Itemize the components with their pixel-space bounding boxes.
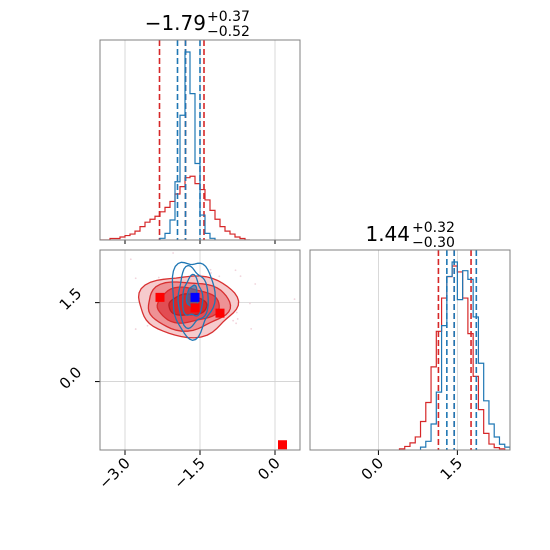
sample-point — [209, 268, 212, 271]
sample-point — [234, 269, 237, 272]
blue-marker — [190, 292, 200, 302]
y-tick-label: 1.5 — [56, 284, 86, 314]
sample-point — [134, 277, 137, 280]
y-title-value: 1.44 — [365, 222, 410, 246]
x-tick-label: 0.0 — [358, 454, 388, 484]
y-tick-label: 0.0 — [56, 363, 86, 393]
y-title-lower: −0.30 — [412, 235, 455, 251]
sample-point — [236, 318, 239, 320]
y-param-title: 1.44 +0.32 −0.30 — [365, 220, 454, 251]
y-title-upper: +0.32 — [412, 220, 455, 236]
x-param-title: −1.79 +0.37 −0.52 — [145, 9, 250, 40]
y-hist-series — [398, 250, 510, 450]
blue-contour — [177, 264, 209, 330]
x-tick-label: −3.0 — [95, 454, 133, 492]
x-title-value: −1.79 — [145, 11, 206, 35]
red-marker — [215, 308, 225, 318]
sample-point — [210, 272, 212, 274]
sample-point — [129, 258, 132, 261]
sample-point — [254, 283, 257, 285]
blue-contour — [182, 273, 204, 317]
panel-2d-scatter — [95, 249, 301, 455]
scatter-x-ticks: −3.0 −1.5 0.0 — [95, 454, 283, 492]
x-hist-line — [159, 51, 216, 240]
sample-point — [172, 252, 174, 254]
blue-contour — [171, 261, 216, 341]
panel-y-histogram — [309, 249, 511, 455]
sample-point — [232, 319, 235, 322]
red-marker — [155, 292, 165, 302]
x-hist-series — [100, 40, 250, 240]
panel-x-histogram — [99, 39, 301, 244]
y-hist-frame — [309, 249, 511, 451]
sample-point — [239, 275, 242, 278]
y-hist-grid — [377, 250, 458, 455]
scatter-y-ticks: 0.0 1.5 — [56, 284, 86, 393]
x-title-lower: −0.52 — [207, 24, 250, 40]
sample-point — [250, 327, 253, 330]
x-title-upper: +0.37 — [207, 9, 250, 25]
x-tick-label: 1.5 — [437, 454, 467, 484]
red-marker — [278, 440, 287, 450]
x-tick-label: −1.5 — [170, 454, 208, 492]
y-hist-x-ticks: 0.0 1.5 — [358, 454, 467, 484]
sample-point — [146, 324, 149, 327]
x-hist-frame — [99, 39, 301, 241]
sample-point — [293, 298, 296, 301]
sample-point — [235, 311, 238, 314]
x-tick-label: 0.0 — [254, 454, 284, 484]
sample-point — [218, 275, 221, 278]
sample-point — [157, 276, 160, 279]
sample-point — [134, 328, 137, 330]
y-hist-line — [419, 261, 510, 450]
red-marker — [190, 303, 200, 313]
sample-point — [249, 302, 251, 305]
scatter-series — [129, 252, 296, 450]
sample-point — [235, 322, 238, 325]
scatter-frame — [99, 249, 301, 451]
